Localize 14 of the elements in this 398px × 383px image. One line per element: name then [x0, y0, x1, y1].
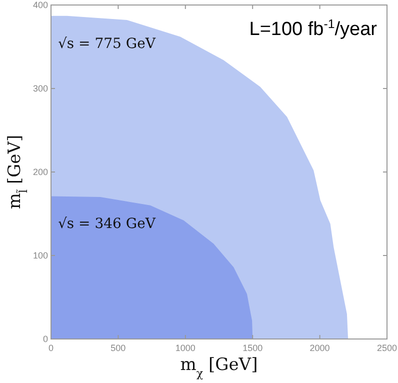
y-tick-label: 400: [32, 0, 48, 10]
y-tick-label: 100: [32, 250, 48, 260]
y-tick-label: 0: [42, 334, 48, 344]
x-tick-label: 500: [110, 343, 126, 353]
y-tick-label: 200: [32, 167, 48, 177]
x-axis-title: m$_{χ}$ [GeV]: [180, 355, 258, 380]
text: L=100 fb$^{-1}$/year: [249, 17, 378, 40]
x-tick-label: 2500: [376, 343, 398, 353]
x-tick-label: 1000: [175, 343, 196, 353]
series-label: √s = 775 GeV: [58, 36, 156, 52]
series-label: √s = 346 GeV: [58, 216, 156, 232]
x-tick-label: 1500: [242, 343, 263, 353]
x-tick-label: 2000: [310, 343, 330, 353]
y-tick-label: 300: [32, 84, 48, 94]
